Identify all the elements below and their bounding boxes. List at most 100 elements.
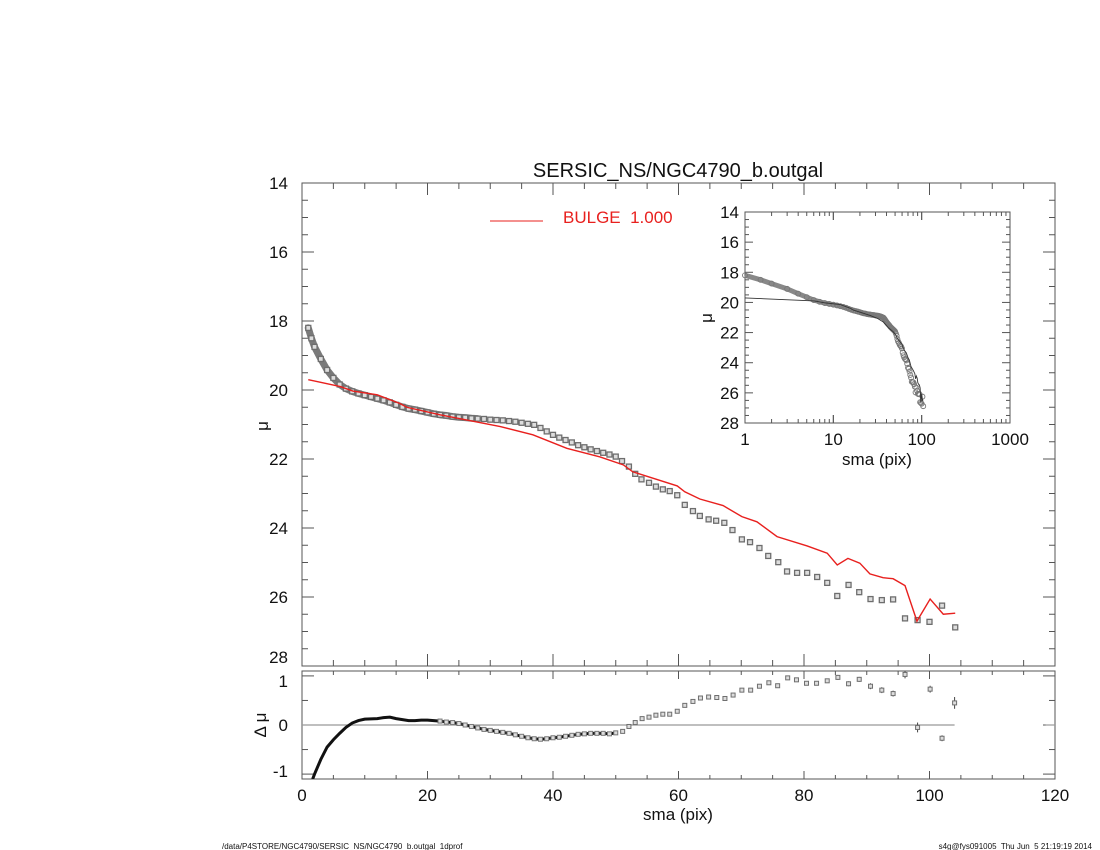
data-point (793, 569, 801, 576)
inset-data-point (920, 403, 927, 410)
data-point (512, 418, 519, 425)
residual-point (879, 687, 885, 693)
data-point (311, 343, 318, 351)
residual-point (437, 718, 443, 724)
data-point (593, 447, 601, 455)
data-point (556, 434, 563, 441)
residual-point (775, 683, 781, 689)
data-point (681, 501, 688, 509)
x-tick-label: 40 (544, 786, 563, 805)
x-tick-label: 80 (795, 786, 814, 805)
residual-point (835, 674, 841, 680)
residual-point (531, 736, 537, 742)
inset-y-tick-label: 14 (720, 203, 739, 222)
data-point (729, 526, 736, 534)
residual-point (462, 722, 468, 728)
residual-point (613, 730, 619, 736)
data-point (834, 592, 841, 600)
y-tick-label: 18 (269, 312, 288, 331)
footer-path: /data/P4STORE/NGC4790/SERSIC_NS/NGC4790_… (222, 842, 463, 850)
data-point (845, 581, 852, 589)
data-point (606, 451, 613, 458)
y-tick-label: 26 (269, 588, 288, 607)
inset-model-line (744, 297, 924, 404)
residual-point (902, 671, 908, 677)
data-point (537, 424, 544, 432)
data-point (505, 417, 513, 425)
residual-point (785, 675, 791, 681)
residual-point (952, 700, 958, 706)
inset-data-point (904, 360, 911, 367)
inset-x-tick-label: 1 (740, 430, 749, 449)
x-axis-label: sma (pix) (643, 805, 713, 824)
data-point (746, 538, 754, 546)
residual-point (915, 724, 921, 730)
y-tick-label: 24 (269, 519, 288, 538)
inset-data-point (906, 368, 913, 375)
inset-data-point (795, 290, 802, 297)
x-tick-label: 100 (915, 786, 943, 805)
residual-point (722, 695, 728, 701)
residual-point (575, 731, 581, 737)
residual-point (481, 726, 487, 732)
residual-point (804, 680, 810, 686)
residual-point (487, 727, 493, 733)
data-point (659, 486, 666, 493)
data-point (878, 596, 885, 604)
data-point (713, 517, 720, 524)
data-point (652, 483, 660, 490)
data-point (308, 335, 315, 342)
data-point (568, 439, 575, 446)
y-axis-label: μ (253, 421, 272, 431)
inset-data-point (917, 399, 924, 406)
inset-data-point (881, 316, 888, 322)
data-point (531, 421, 538, 428)
data-point (638, 476, 645, 483)
bulge-model-line (308, 378, 956, 623)
residual-point (588, 730, 594, 736)
residual-point (494, 728, 500, 734)
residual-point (620, 728, 626, 734)
residual-point (537, 736, 543, 742)
data-point (493, 416, 500, 424)
residual-point (525, 735, 531, 741)
residual-point (927, 686, 933, 692)
residual-point (569, 732, 575, 738)
y-tick-label: 1 (279, 672, 288, 691)
residual-point (706, 694, 712, 700)
data-point (374, 395, 381, 402)
main-panel: 14 16 18 20 22 24 26 28 (269, 174, 1056, 667)
y-tick-label: 28 (269, 648, 288, 667)
inset-data-point (784, 285, 791, 292)
data-point (480, 415, 488, 423)
inset-data-point (913, 384, 920, 391)
data-point (756, 544, 763, 552)
footer-stamp: s4g@fys091005 Thu Jun 5 21:19:19 2014 (939, 842, 1093, 850)
residual-point (856, 676, 862, 682)
residual-point (846, 681, 852, 687)
inset-y-tick-label: 18 (720, 263, 739, 282)
data-point (824, 579, 831, 587)
data-point (600, 449, 607, 456)
data-point (317, 355, 324, 363)
residual-point (739, 687, 745, 693)
inset-y-tick-label: 16 (720, 233, 739, 252)
data-point (775, 559, 782, 566)
y-tick-label: 20 (269, 381, 288, 400)
residual-point (626, 723, 632, 729)
data-point (487, 416, 494, 423)
data-point (814, 573, 821, 581)
inset-data-point (768, 280, 775, 287)
residual-point (824, 678, 830, 684)
inset-data-point (757, 276, 764, 283)
data-point (645, 479, 653, 486)
data-point (474, 415, 481, 422)
residual-point (632, 720, 638, 726)
residual-panel: 0 20 40 60 80 100 120 1 0 -1 (273, 670, 1069, 805)
data-point (581, 444, 588, 451)
inset-y-axis-label: μ (697, 313, 716, 323)
residual-point (868, 683, 874, 689)
data-point (612, 453, 619, 460)
residual-point (443, 719, 449, 725)
